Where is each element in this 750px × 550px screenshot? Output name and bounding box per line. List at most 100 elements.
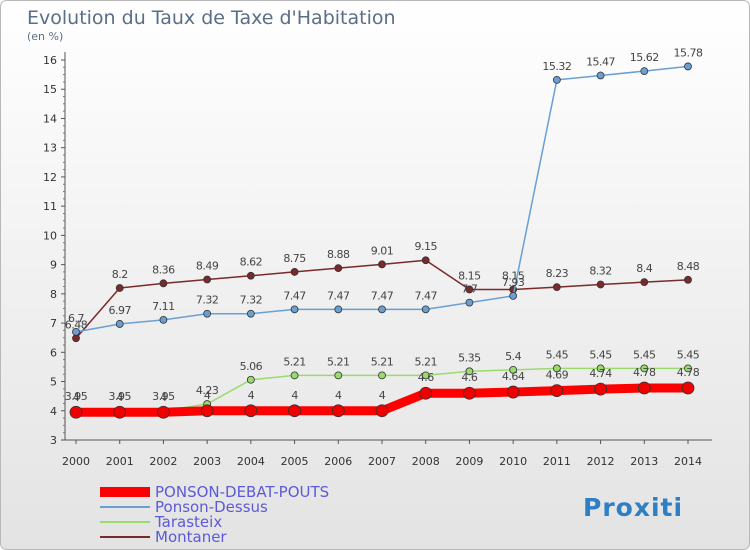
data-point (419, 386, 433, 400)
data-label: 8.2 (112, 268, 128, 281)
legend-label: Tarasteix (154, 513, 222, 531)
data-label: 5.4 (505, 350, 521, 363)
y-tick-label: 10 (43, 229, 57, 242)
data-label: 7.93 (502, 276, 525, 289)
data-label: 15.32 (542, 60, 571, 73)
y-tick-label: 8 (50, 288, 57, 301)
x-tick-label: 2002 (149, 455, 177, 468)
data-point (465, 298, 474, 307)
data-point (594, 382, 607, 396)
x-tick-label: 2003 (193, 455, 221, 468)
data-label: 4 (73, 391, 80, 404)
data-label: 4 (291, 389, 298, 402)
data-point (421, 371, 430, 380)
data-point (596, 364, 605, 373)
data-label: 8.32 (589, 264, 612, 277)
data-label: 5.06 (240, 360, 263, 373)
data-label: 8.15 (458, 269, 481, 282)
legend-label: PONSON-DEBAT-POUTS (155, 483, 329, 501)
y-tick-label: 11 (43, 200, 57, 213)
data-label: 5.21 (283, 355, 306, 368)
data-point (334, 264, 343, 273)
series-ponson-dessus: 6.7 6.97 7.11 7.32 7.32 7.47 7.47 7.47 7.47 7.7 7.… (68, 46, 703, 336)
data-point (290, 268, 299, 276)
data-label: 5.45 (546, 348, 569, 361)
x-tick-label: 2009 (455, 455, 483, 468)
data-point (159, 279, 168, 288)
brand-logo-text: Proxiti (583, 493, 683, 522)
data-label: 5.45 (677, 348, 700, 361)
x-tick-label: 2010 (499, 455, 527, 468)
data-point (640, 67, 649, 76)
data-point (69, 405, 83, 419)
data-point (331, 404, 345, 418)
data-label: 8.88 (327, 248, 350, 261)
data-label: 4 (335, 389, 342, 402)
data-label: 9.01 (371, 244, 394, 257)
data-label: 5.45 (589, 348, 612, 361)
data-point (378, 371, 386, 380)
data-point (246, 375, 255, 384)
data-point (290, 305, 299, 314)
data-label: 15.62 (630, 51, 659, 64)
data-point (465, 367, 474, 376)
data-point (552, 75, 561, 84)
data-label: 8.4 (636, 262, 652, 275)
data-label: 4.6 (418, 371, 434, 384)
data-label: 4.6 (461, 371, 477, 384)
data-label: 4.74 (589, 367, 612, 380)
legend-label: Ponson-Dessus (155, 498, 268, 516)
series-layer: 6.48 8.2 8.36 8.49 8.62 8.75 8.88 9.01 9.15 8.15 8… (65, 46, 703, 419)
data-point (684, 275, 692, 284)
data-label: 7.47 (283, 289, 306, 302)
data-point (421, 305, 430, 314)
data-label: 4 (248, 389, 255, 402)
data-point (465, 285, 474, 294)
data-label: 6.97 (108, 304, 131, 317)
data-label: 8.15 (502, 269, 525, 282)
data-label: 4 (379, 389, 386, 402)
x-tick-label: 2007 (368, 455, 396, 468)
data-point (506, 385, 520, 399)
data-label: 4.78 (633, 366, 656, 379)
brand-logo: Proxiti (583, 493, 683, 522)
data-label: 3.95 (152, 390, 175, 403)
x-tick-label: 2008 (412, 455, 440, 468)
chart-subtitle: (en %) (27, 30, 63, 43)
data-label: 5.21 (371, 355, 394, 368)
data-label: 7.32 (240, 294, 263, 307)
data-point (684, 364, 692, 373)
data-label: 15.47 (586, 55, 615, 68)
data-point (378, 305, 386, 314)
x-tick-label: 2014 (674, 455, 702, 468)
data-point (334, 371, 343, 380)
data-point (72, 334, 80, 343)
data-point (72, 327, 80, 336)
y-tick-label: 15 (43, 83, 57, 96)
data-label: 8.36 (152, 263, 175, 276)
series-ponson-debat-pouts: 3.95 3.95 3.95 4 4 4 4 44.6 4.6 4.64 4.69 4.74 4.78 4… (65, 366, 700, 419)
data-point (375, 404, 389, 418)
data-label: 5.35 (458, 351, 481, 364)
data-label: 9.15 (414, 240, 437, 253)
data-point (640, 278, 649, 287)
data-label: 7.47 (371, 289, 394, 302)
data-label: 3.95 (65, 390, 88, 403)
y-tick-label: 6 (50, 346, 57, 359)
y-tick-label: 13 (43, 142, 57, 155)
y-tick-label: 7 (50, 317, 57, 330)
y-tick-label: 9 (50, 259, 57, 272)
data-point (246, 271, 255, 280)
data-label: 4.78 (677, 366, 700, 379)
data-point (200, 404, 214, 418)
data-point (244, 404, 258, 418)
data-label: 4 (204, 389, 211, 402)
data-point (113, 405, 127, 419)
data-point (203, 309, 212, 318)
data-label: 4.23 (196, 384, 219, 397)
data-label: 4 (160, 391, 167, 404)
x-tick-label: 2005 (281, 455, 309, 468)
data-label: 15.78 (674, 46, 703, 59)
x-tick-label: 2011 (543, 455, 571, 468)
data-label: 5.21 (414, 355, 437, 368)
